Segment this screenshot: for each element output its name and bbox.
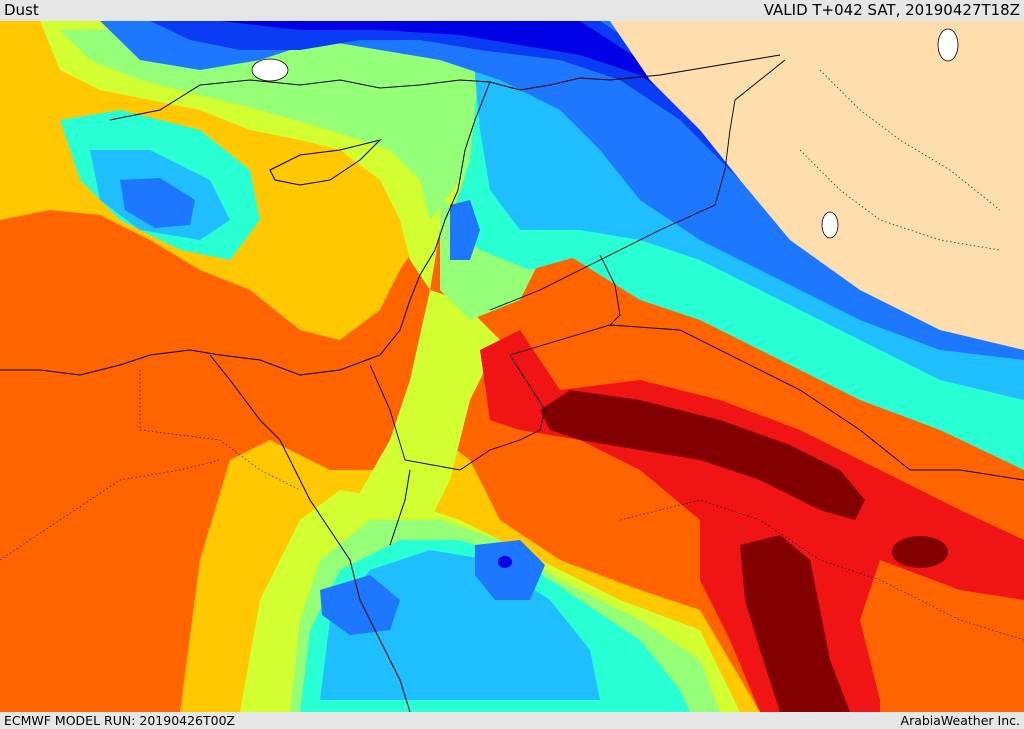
level-6-north [60, 21, 520, 220]
level-7-levant [350, 290, 500, 560]
credit: ArabiaWeather Inc. [900, 713, 1020, 728]
header-bar: Dust VALID T+042 SAT, 20190427T18Z [0, 0, 1024, 21]
footer-bar: ECMWF MODEL RUN: 20190426T00Z ArabiaWeat… [0, 712, 1024, 729]
level-11-east [892, 536, 948, 568]
province-borders [0, 69, 1024, 641]
level-3-med-core [120, 178, 195, 228]
lakes [251, 28, 959, 239]
valid-time: VALID T+042 SAT, 20190427T18Z [763, 1, 1020, 19]
level-3-levant [450, 200, 480, 260]
level-11-band [540, 390, 865, 520]
level-5-east [560, 220, 1024, 470]
level-11-south [740, 535, 850, 712]
level-3-red-sea-west [320, 575, 400, 635]
level-1-spot [498, 556, 512, 568]
country-borders [369, 59, 1024, 481]
model-run: ECMWF MODEL RUN: 20190426T00Z [4, 713, 236, 728]
level-3-red-sea-east [475, 540, 545, 600]
level-3-north [100, 21, 1024, 360]
coastlines [0, 54, 781, 712]
dust-forecast-map [0, 21, 1024, 712]
no-data-northeast [610, 21, 1024, 350]
map-title: Dust [4, 1, 39, 19]
